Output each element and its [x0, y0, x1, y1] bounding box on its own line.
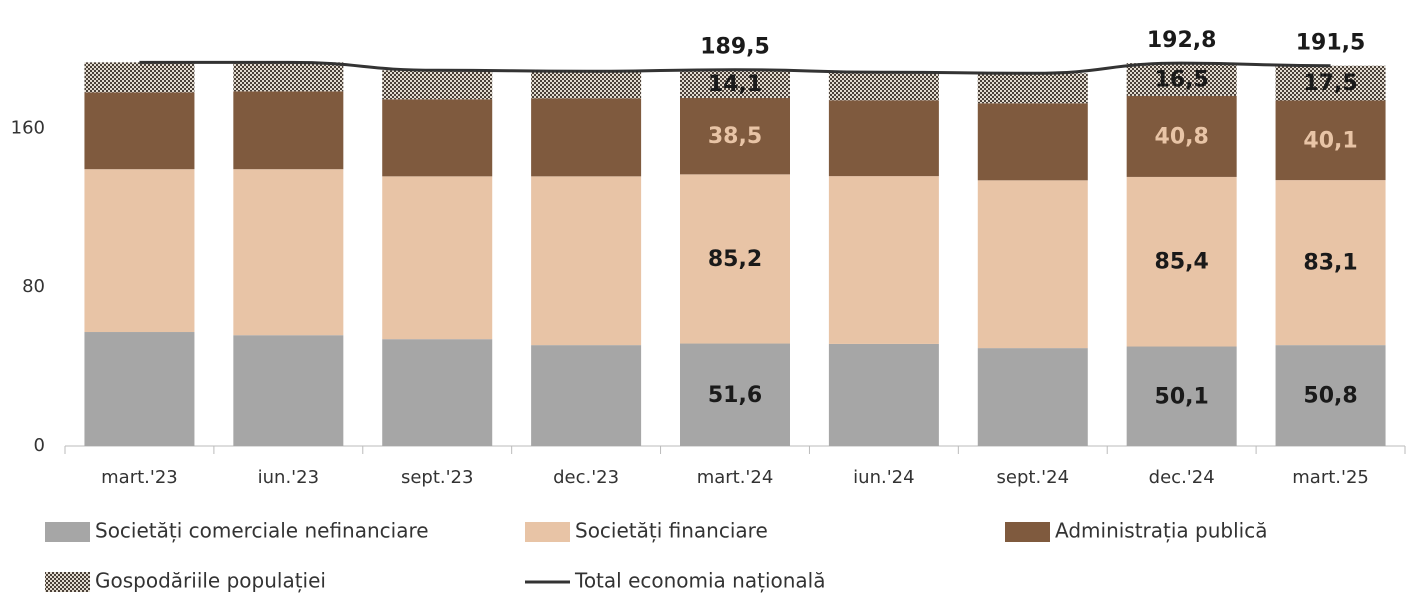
legend-swatch	[525, 522, 570, 542]
bar-segment	[1275, 180, 1386, 346]
bar-segment	[531, 71, 642, 99]
bar-segment	[1126, 63, 1237, 96]
x-tick-label: dec.'24	[1149, 467, 1215, 488]
bar-segment	[84, 62, 195, 93]
bar-segment	[1126, 346, 1237, 446]
x-tick-label: mart.'25	[1292, 467, 1369, 488]
value-label: 51,6	[708, 383, 762, 408]
bar-segment	[828, 72, 939, 101]
bar-segment	[828, 343, 939, 446]
legend-swatch	[45, 522, 90, 542]
legend-label: Administrația publică	[1055, 519, 1267, 543]
value-label: 40,8	[1155, 124, 1209, 149]
y-tick-label: 0	[34, 435, 45, 456]
x-tick-label: sept.'23	[401, 467, 474, 488]
bar-segment	[680, 174, 790, 344]
y-tick-label: 160	[11, 117, 45, 138]
bar-segment	[1275, 100, 1386, 181]
legend-swatch	[45, 572, 90, 592]
bar-segment	[1275, 65, 1386, 101]
value-label: 16,5	[1155, 68, 1209, 93]
bar-segment	[382, 70, 493, 100]
bar-segment	[531, 98, 642, 177]
bar-segment	[680, 343, 790, 446]
x-tick-label: sept.'24	[997, 467, 1070, 488]
bar-segment	[233, 169, 344, 336]
bar-segment	[828, 100, 939, 177]
legend-label: Gospodăriile populației	[95, 569, 326, 593]
bar-segment	[977, 103, 1088, 181]
value-label: 83,1	[1303, 251, 1357, 276]
bar-segment	[828, 176, 939, 344]
bar-segment	[531, 345, 642, 446]
bar-segment	[977, 348, 1088, 446]
x-tick-label: iun.'24	[853, 467, 914, 488]
bar-segment	[382, 176, 493, 340]
value-label: 192,8	[1147, 28, 1217, 53]
legend-label: Societăți financiare	[575, 519, 768, 543]
value-label: 85,4	[1155, 250, 1209, 275]
bar-segment	[1126, 95, 1237, 177]
bar-segment	[382, 339, 493, 446]
legend-swatch	[1005, 522, 1050, 542]
value-label: 40,1	[1303, 128, 1357, 153]
value-label: 85,2	[708, 247, 762, 272]
bar-segment	[84, 92, 195, 170]
total-line	[139, 60, 1331, 75]
x-tick-label: mart.'23	[101, 467, 178, 488]
legend-label: Total economia națională	[574, 569, 825, 593]
x-tick-label: dec.'23	[553, 467, 619, 488]
value-label: 14,1	[708, 72, 762, 97]
bar-segment	[233, 91, 344, 170]
bar-segment	[680, 69, 790, 98]
value-label: 17,5	[1303, 71, 1357, 96]
legend-label: Societăți comerciale nefinanciare	[95, 519, 429, 543]
bar-segment	[84, 332, 195, 446]
value-label: 191,5	[1296, 31, 1366, 56]
value-label: 38,5	[708, 124, 762, 149]
bar-segment	[977, 73, 1088, 104]
x-tick-label: iun.'23	[258, 467, 319, 488]
value-label: 189,5	[700, 35, 770, 60]
value-label: 50,1	[1155, 384, 1209, 409]
bar-segment	[233, 335, 344, 446]
value-label: 50,8	[1303, 384, 1357, 409]
bar-segment	[382, 99, 493, 177]
bar-segment	[977, 180, 1088, 349]
bar-segment	[1126, 176, 1237, 347]
bar-segment	[233, 62, 344, 92]
x-tick-label: mart.'24	[697, 467, 774, 488]
bar-segment	[680, 97, 790, 175]
bar-segment	[84, 169, 195, 333]
bar-segment	[531, 176, 642, 346]
y-tick-label: 80	[22, 276, 45, 297]
bar-segment	[1275, 345, 1386, 446]
